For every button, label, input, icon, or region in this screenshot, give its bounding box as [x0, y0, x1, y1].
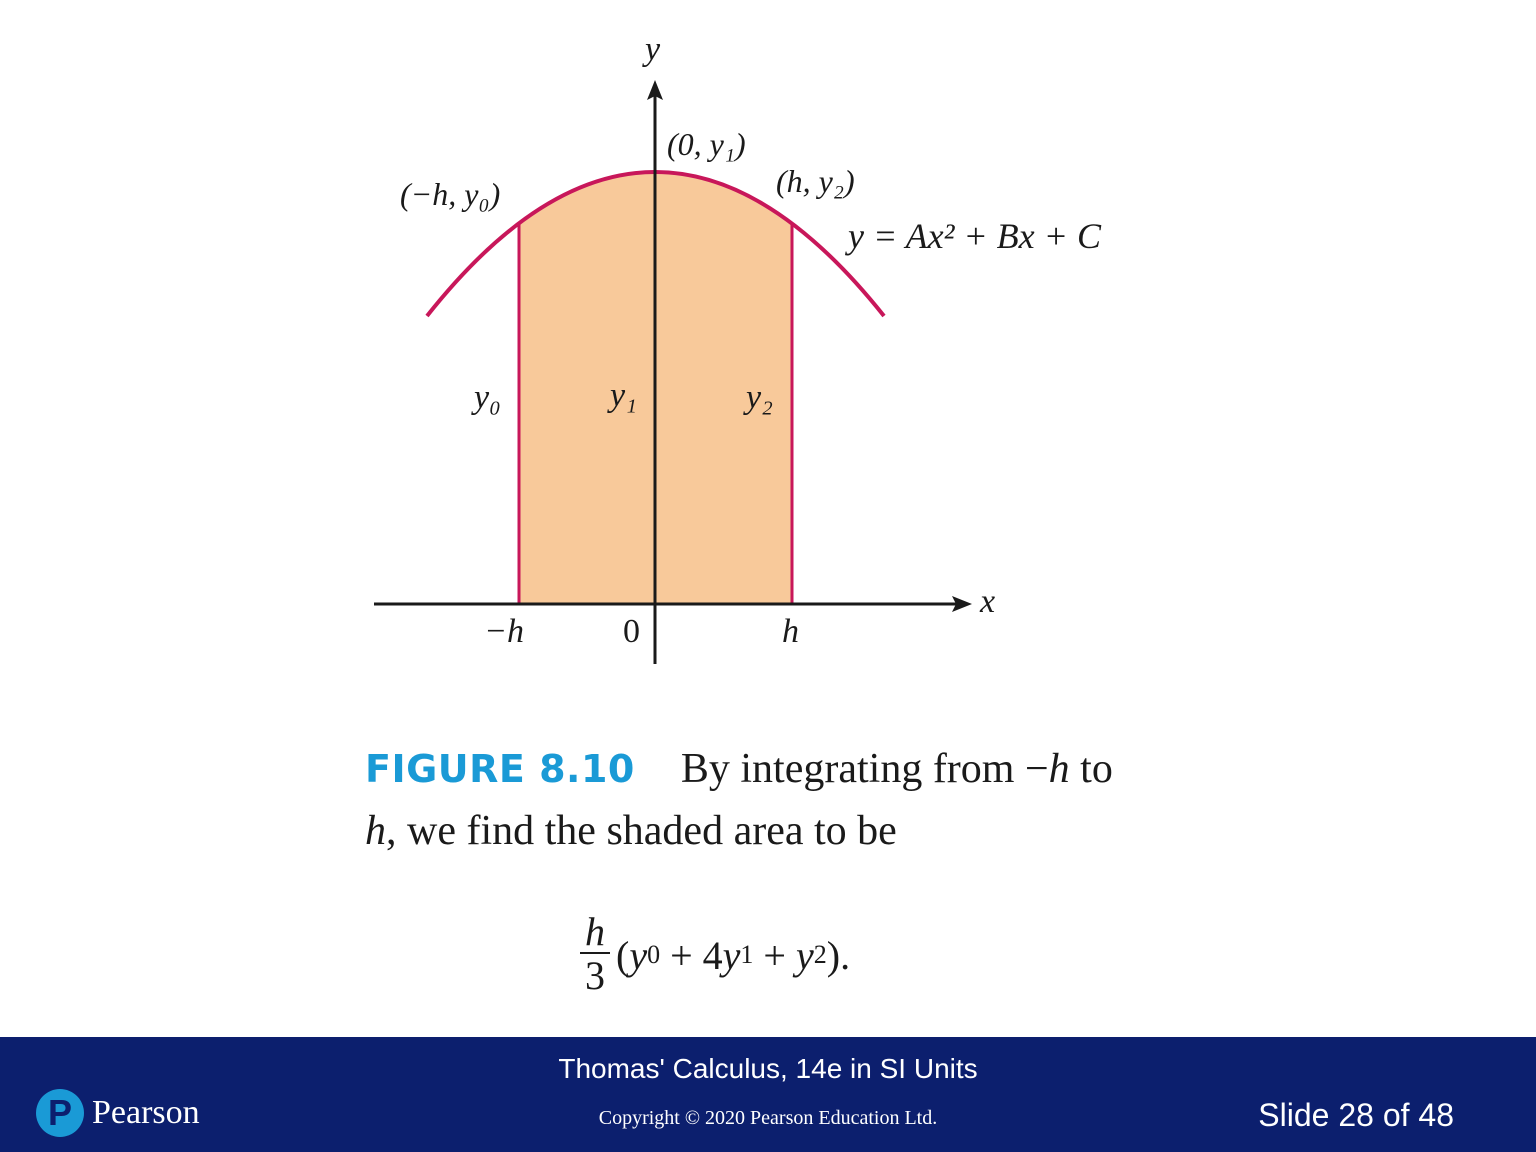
point-label-top: (0, y₁) [667, 126, 746, 162]
point-label-left: (−h, y₀) [400, 176, 500, 212]
ordinate-label-y0: y₀ [471, 379, 501, 416]
ordinate-label-y2: y₂ [743, 379, 773, 416]
formula-y0-sub: 0 [647, 940, 661, 969]
fraction-denominator: 3 [585, 953, 605, 998]
formula-y0: y [629, 932, 648, 978]
copyright-notice: Copyright © 2020 Pearson Education Ltd. [598, 1107, 938, 1129]
formula-plus1: + 4 [660, 932, 723, 978]
parabola-area-diagram: y x (0, y₁) (−h, y₀) (h, y₂) y = Ax² + B… [374, 31, 1102, 664]
tick-label-zero: 0 [623, 613, 640, 650]
formula-y1: y [722, 932, 741, 978]
slide-footer: P Pearson Thomas' Calculus, 14e in SI Un… [0, 1037, 1536, 1152]
pearson-logo: P Pearson [36, 1089, 200, 1137]
slide-number: Slide 28 of 48 [1258, 1097, 1454, 1133]
ordinate-label-y1: y₁ [607, 377, 637, 414]
tick-label-h: h [782, 613, 799, 650]
figure-label: FIGURE 8.10 [365, 747, 635, 791]
caption-text-part1: By integrating from − [680, 746, 1049, 792]
tick-label-minus-h: −h [484, 613, 524, 650]
pearson-brand-name: Pearson [92, 1094, 200, 1131]
formula-y1-sub: 1 [740, 940, 754, 969]
x-axis-label: x [979, 583, 995, 620]
caption-h2: h [365, 808, 386, 854]
point-label-right: (h, y₂) [776, 163, 855, 199]
fraction-numerator: h [585, 909, 605, 954]
y-axis-arrow-icon [647, 80, 663, 100]
x-axis-arrow-icon [952, 596, 972, 612]
book-title: Thomas' Calculus, 14e in SI Units [558, 1053, 978, 1084]
formula-y2: y [795, 932, 814, 978]
formula-open: ( [616, 932, 630, 978]
caption-text-part2: to [1069, 746, 1113, 792]
pearson-logo-icon: P [36, 1089, 84, 1137]
formula-close: ). [826, 932, 851, 978]
formula-y2-sub: 2 [813, 940, 827, 969]
curve-equation: y = Ax² + Bx + C [845, 216, 1102, 256]
caption-text-part3: , we find the shaded area to be [386, 808, 897, 854]
formula-fraction: h 3 [580, 912, 610, 998]
y-axis-label: y [642, 31, 661, 68]
fraction-bar [580, 952, 610, 954]
figure-caption: FIGURE 8.10 By integrating from −h to h, … [365, 738, 1165, 862]
caption-h1: h [1048, 746, 1070, 792]
formula-plus2: + [753, 932, 796, 978]
